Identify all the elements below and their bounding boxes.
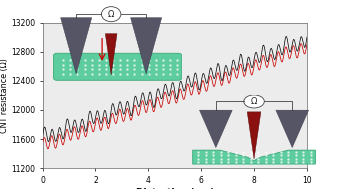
Y-axis label: CNT resistance (Ω): CNT resistance (Ω)	[0, 58, 10, 133]
Polygon shape	[105, 34, 117, 75]
X-axis label: Distortion (nm): Distortion (nm)	[136, 188, 214, 189]
Polygon shape	[199, 110, 232, 148]
Circle shape	[102, 7, 121, 22]
Polygon shape	[61, 18, 92, 74]
Text: Ω: Ω	[108, 10, 114, 19]
Polygon shape	[247, 112, 261, 159]
Circle shape	[244, 95, 264, 108]
FancyBboxPatch shape	[54, 53, 182, 80]
Text: Ω: Ω	[251, 97, 257, 106]
Polygon shape	[131, 18, 162, 74]
Polygon shape	[276, 110, 309, 148]
PathPatch shape	[193, 150, 315, 164]
